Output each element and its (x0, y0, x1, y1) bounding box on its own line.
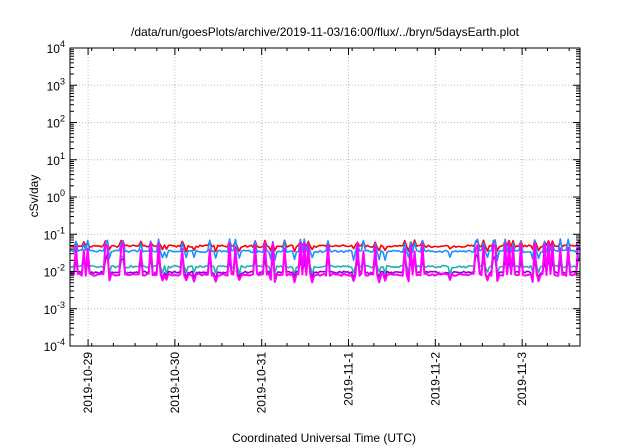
x-tick-labels: 2019-10-29 2019-10-30 2019-10-31 2019-11-1 2… (81, 352, 529, 414)
y-tick-labels: 104 103 102 101 100 10-1 10-2 10-3 10-4 (44, 39, 65, 354)
y-tick-label: 100 (47, 188, 65, 205)
series-line (69, 238, 581, 262)
y-tick-label: 10-1 (44, 225, 65, 242)
y-axis-label: cSv/day (27, 175, 41, 218)
x-tick-label: 2019-10-29 (81, 352, 95, 414)
series-group (69, 238, 581, 284)
x-tick-label: 2019-10-30 (168, 352, 182, 414)
x-axis-label: Coordinated Universal Time (UTC) (232, 431, 416, 445)
chart-title: /data/run/goesPlots/archive/2019-11-03/1… (131, 25, 520, 39)
x-tick-label: 2019-11-1 (342, 352, 356, 406)
series-line (69, 254, 581, 280)
x-tick-label: 2019-11-3 (515, 352, 529, 406)
y-tick-label: 103 (47, 76, 65, 93)
grid (70, 48, 580, 346)
x-tick-label: 2019-11-2 (428, 352, 442, 406)
y-tick-label: 104 (47, 39, 65, 56)
y-tick-label: 10-3 (44, 300, 65, 317)
y-tick-label: 101 (47, 151, 65, 168)
ticks (69, 47, 580, 347)
series-line (69, 241, 581, 284)
x-tick-label: 2019-10-31 (255, 352, 269, 414)
y-tick-label: 102 (47, 114, 65, 131)
y-tick-label: 10-4 (44, 337, 65, 354)
y-tick-label: 10-2 (44, 263, 65, 280)
